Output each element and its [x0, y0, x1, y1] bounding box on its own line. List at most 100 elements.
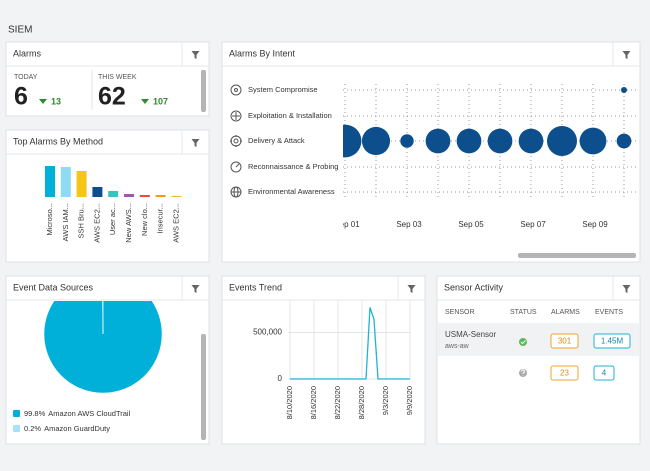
bubble-plot: Sep 01 Sep 03 Sep 05 Sep 07 Sep 09 [329, 84, 636, 229]
legend-name: Amazon AWS CloudTrail [48, 409, 130, 418]
week-label: THIS WEEK [98, 74, 137, 81]
filter-button[interactable] [622, 285, 631, 293]
bubble[interactable] [400, 134, 414, 148]
bar[interactable] [124, 194, 134, 197]
bar[interactable] [139, 195, 150, 197]
today-label: TODAY [14, 74, 38, 81]
x-tick-label: Sep 07 [520, 220, 546, 229]
legend-label: Environmental Awareness [248, 187, 335, 196]
bubble[interactable] [547, 126, 577, 156]
panel [436, 275, 641, 445]
panel-title: Event Data Sources [13, 282, 94, 292]
badge [593, 333, 631, 349]
legend-name: Amazon GuardDuty [44, 424, 110, 433]
sensor-host: aws-aw [445, 343, 470, 350]
x-tick-label: 8/16/2020 [309, 386, 318, 419]
bubble[interactable] [329, 124, 362, 158]
bubble[interactable] [616, 133, 632, 149]
x-tick-label: New clo... [140, 203, 149, 236]
question [521, 369, 525, 377]
x-tick-label: 8/10/2020 [285, 386, 294, 419]
down-arrow [141, 99, 149, 104]
bubble[interactable] [456, 128, 482, 154]
intent-icons [230, 84, 242, 198]
badge [550, 333, 579, 349]
column-header: SENSOR [445, 309, 475, 316]
legend-label: Reconnaissance & Probing [248, 162, 338, 171]
x-tick-label: Sep 05 [458, 220, 484, 229]
bubble[interactable] [621, 87, 627, 93]
bar[interactable] [171, 196, 182, 197]
week-value: 62 [98, 83, 126, 111]
bubble[interactable] [487, 128, 513, 154]
legend-label: Exploitation & Installation [248, 111, 332, 120]
bar[interactable] [92, 187, 103, 197]
events-count: 1.45M [601, 337, 624, 346]
bar[interactable] [45, 166, 55, 197]
legend-swatch [13, 410, 20, 417]
bubble[interactable] [425, 128, 451, 154]
panel [221, 275, 426, 445]
panel [221, 41, 641, 263]
bar[interactable] [76, 171, 87, 197]
page-title: SIEM [8, 25, 32, 36]
legend-label[interactable]: 99.8% Amazon AWS CloudTrail [24, 409, 131, 418]
column-header: ALARMS [551, 309, 580, 316]
x-tick-label: SSH Bru... [77, 203, 86, 238]
check [520, 340, 526, 345]
pie-slice[interactable] [102, 275, 104, 335]
x-tick-label: Sep 01 [334, 220, 360, 229]
scrollbar[interactable] [201, 334, 206, 440]
legend-value: 0.2% [24, 424, 41, 433]
scrollbar[interactable] [201, 70, 206, 112]
x-tick-label: AWS EC2... [92, 203, 101, 243]
column-header: EVENTS [595, 309, 623, 316]
alarms-count: 301 [558, 337, 572, 346]
week-change: 107 [153, 96, 168, 106]
legend-label: Delivery & Attack [248, 136, 305, 145]
panel-title: Alarms By Intent [229, 48, 296, 58]
alarms-count: 23 [560, 369, 569, 378]
content: SIEM TODAY 6 13 THIS WEEK 62 107 SENSOR … [8, 25, 639, 440]
bubble[interactable] [518, 128, 544, 154]
bar[interactable] [155, 195, 166, 197]
filter-button[interactable] [191, 139, 200, 147]
x-tick-label: 8/28/2020 [357, 386, 366, 419]
down-arrow [39, 99, 47, 104]
x-tick-label: Insecur... [156, 203, 165, 233]
bar[interactable] [108, 191, 119, 197]
today-value: 6 [14, 83, 28, 111]
panel-title: Alarms [13, 48, 42, 58]
events-count: 4 [602, 369, 607, 378]
bar[interactable] [60, 167, 71, 197]
bubble[interactable] [579, 127, 607, 155]
panel [5, 41, 210, 117]
x-tick-label: User ac... [108, 203, 117, 235]
line [290, 307, 410, 380]
legend-swatch [13, 425, 20, 432]
x-tick-label: 9/9/2020 [405, 386, 414, 415]
column-header: STATUS [510, 309, 537, 316]
pie-slice[interactable] [43, 275, 163, 394]
filter-button[interactable] [407, 285, 416, 293]
x-tick-label: AWS IAM... [61, 203, 70, 241]
x-tick-label: New AWS... [124, 203, 133, 243]
legend-value: 99.8% [24, 409, 46, 418]
badge [550, 365, 579, 381]
badge [593, 365, 615, 381]
scrollbar[interactable] [518, 253, 636, 258]
filter-button[interactable] [191, 285, 200, 293]
panel-title: Sensor Activity [444, 282, 504, 292]
bubble[interactable] [361, 126, 391, 156]
panel-title: Top Alarms By Method [13, 136, 103, 146]
filter-button[interactable] [622, 51, 631, 59]
filter-button[interactable] [191, 51, 200, 59]
x-tick-label: Sep 03 [396, 220, 422, 229]
y-tick-label: 500,000 [253, 328, 282, 337]
y-tick-label: 0 [278, 374, 283, 383]
x-tick-label: 9/3/2020 [381, 386, 390, 415]
legend-label: System Compromise [248, 85, 318, 94]
today-change: 13 [51, 96, 61, 106]
legend-label[interactable]: 0.2% Amazon GuardDuty [24, 424, 110, 433]
